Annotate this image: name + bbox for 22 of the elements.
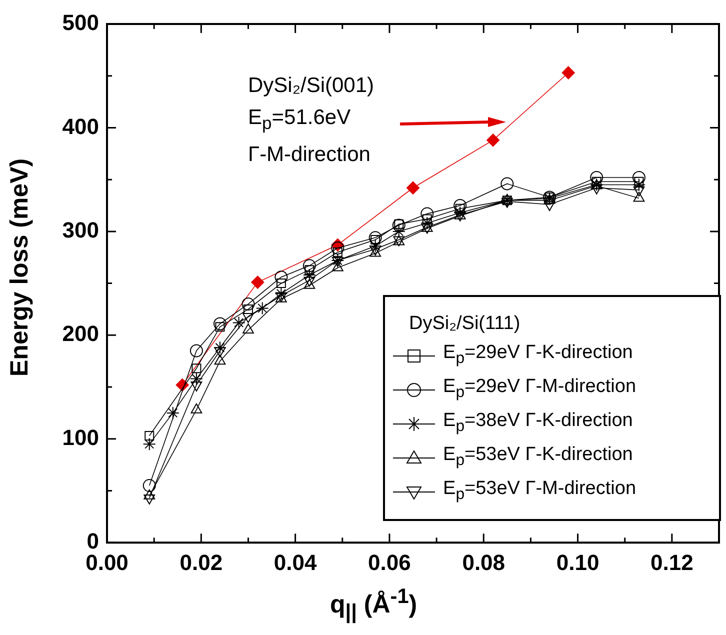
x-axis-title: q$_{||}$ (Å$^{-1}$) [330,585,418,624]
x-tick-label: 0.12 [650,550,694,575]
y-axis-title: Energy loss (meV) [6,158,34,376]
y-tick-label: 200 [62,321,99,346]
legend-label: E$_{p}$=53eV Γ-K-direction [443,444,633,471]
legend-label: E$_{p}$=29eV Γ-M-direction [443,376,636,403]
x-tick-label: 0.08 [462,550,506,575]
y-tick-label: 500 [62,10,99,36]
legend-label: E$_{p}$=29eV Γ-K-direction [443,342,633,369]
x-tick-label: 0.02 [180,550,223,575]
legend-label: E$_{p}$=38eV Γ-K-direction [443,410,633,437]
annotation: DySi₂/Si(001) [248,73,374,99]
legend-title: DySi₂/Si(111) [409,312,522,336]
y-tick-label: 400 [62,114,99,139]
annotation: Γ-M-direction [248,142,372,168]
annotation: E$_{p}$=51.6eV [248,105,352,136]
legend-label: E$_{p}$=53eV Γ-M-direction [443,478,636,505]
y-tick-label: 300 [62,218,99,243]
x-tick-label: 0.06 [368,550,411,575]
y-tick-label: 100 [62,424,99,450]
x-tick-label: 0.04 [274,550,318,575]
x-tick-label: 0.10 [556,550,600,575]
